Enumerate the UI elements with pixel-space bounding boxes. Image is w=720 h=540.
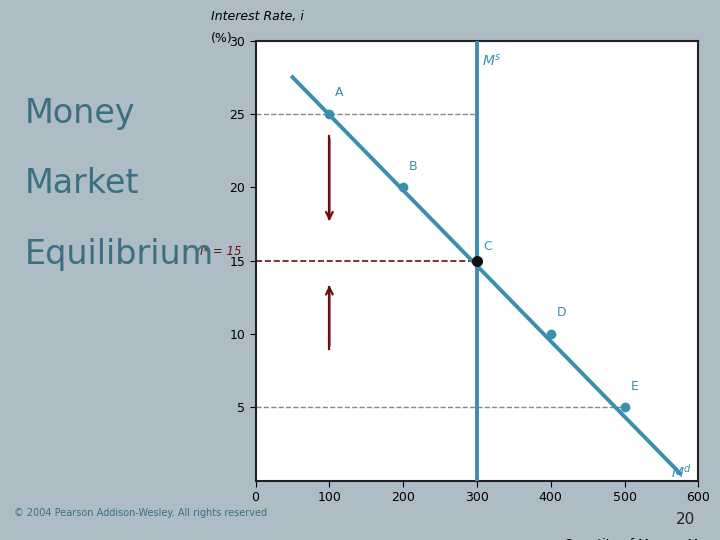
Text: © 2004 Pearson Addison-Wesley. All rights reserved: © 2004 Pearson Addison-Wesley. All right… [14,508,268,518]
Text: $M^d$: $M^d$ [671,463,692,481]
Text: 20: 20 [675,511,695,526]
Text: Money: Money [25,97,136,130]
Text: i* = 15: i* = 15 [200,245,242,258]
Text: D: D [557,306,567,319]
Text: $M^s$: $M^s$ [482,52,502,68]
Text: B: B [409,159,418,173]
Text: Quantity of Money, M: Quantity of Money, M [564,538,698,540]
Text: (%): (%) [212,32,233,45]
Text: Equilibrium: Equilibrium [25,238,215,271]
Text: C: C [483,240,492,253]
Text: Market: Market [25,167,140,200]
Text: Interest Rate, i: Interest Rate, i [212,10,304,23]
Text: A: A [336,86,344,99]
Text: E: E [631,380,639,393]
